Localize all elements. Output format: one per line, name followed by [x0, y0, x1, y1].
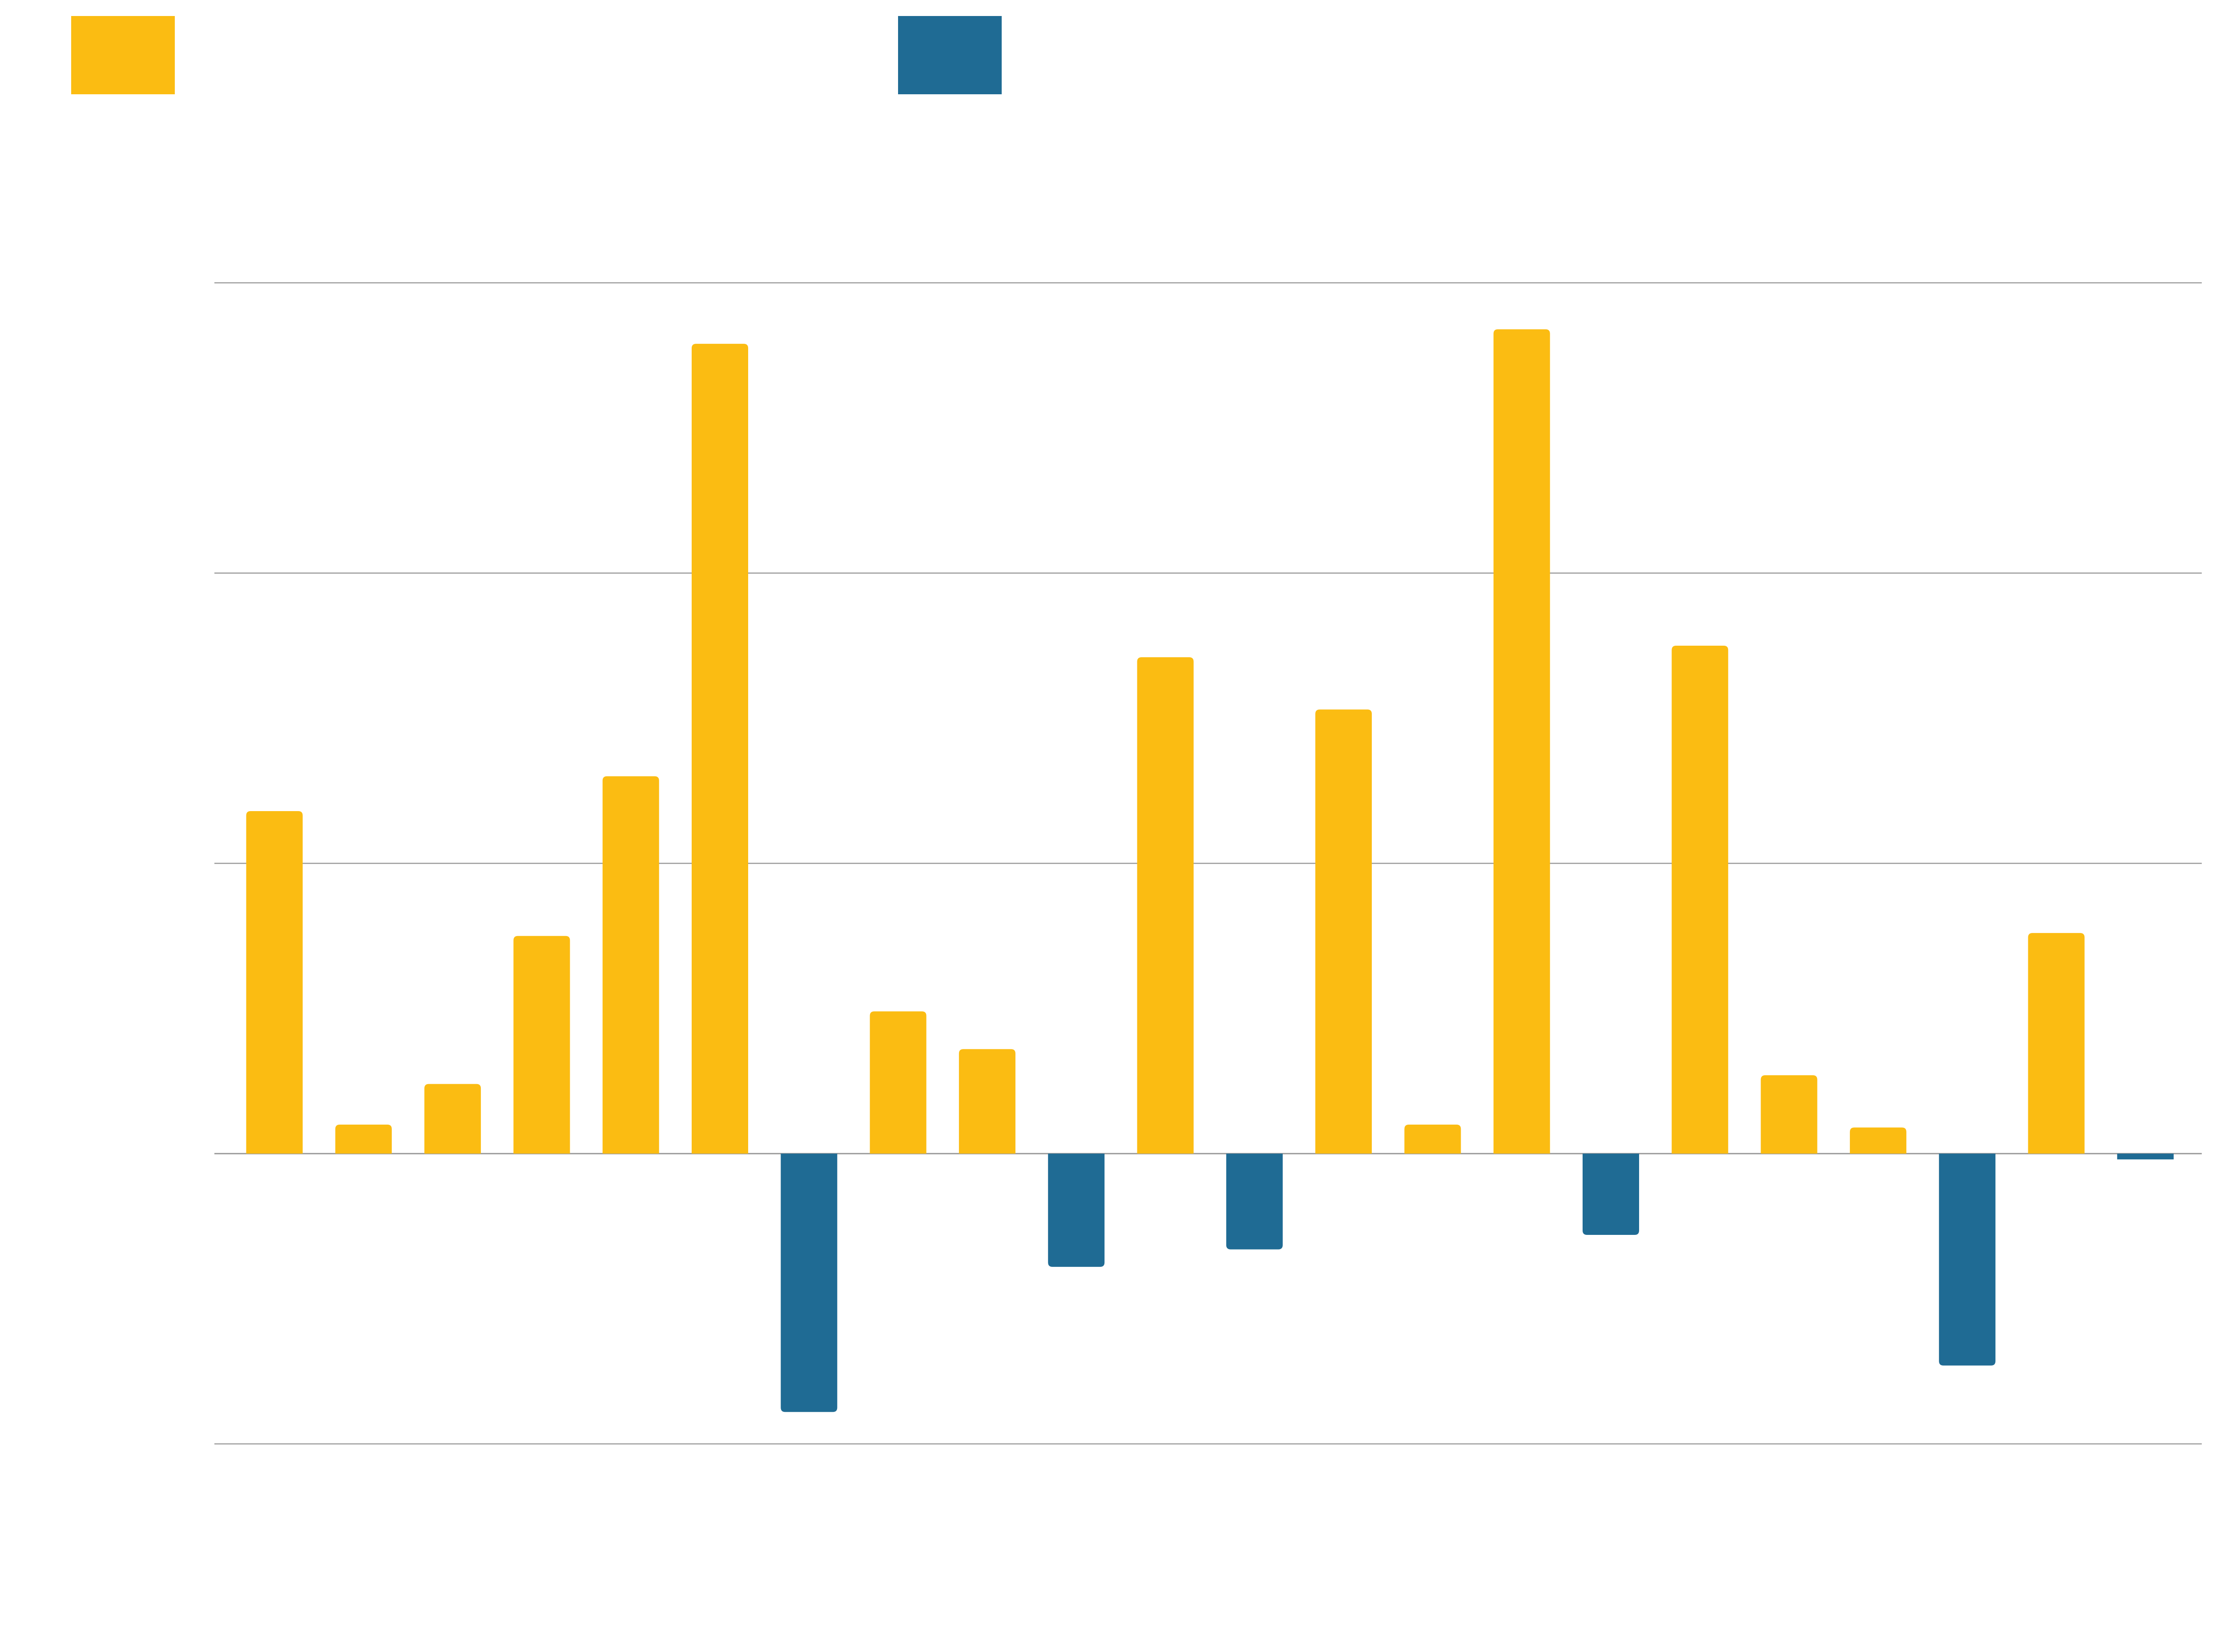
bar-2-7: [781, 1154, 838, 1412]
bar-1-8: [870, 1011, 927, 1154]
bar-1-21: [2028, 933, 2085, 1154]
bar-1-9: [959, 1049, 1015, 1154]
bar-1-19: [1849, 1127, 1906, 1154]
bar-1-17: [1672, 645, 1728, 1154]
legend-swatch-series-1: [71, 16, 175, 94]
legend-swatch-series-2: [898, 16, 1002, 94]
bar-1-15: [1493, 329, 1550, 1154]
bar-2-12: [1226, 1154, 1283, 1250]
bar-1-1: [246, 811, 303, 1154]
bar-1-6: [692, 344, 748, 1154]
bar-1-3: [424, 1084, 481, 1154]
bar-1-5: [602, 776, 659, 1154]
bars: [246, 329, 2174, 1412]
bar-1-14: [1404, 1124, 1461, 1154]
gridlines: [214, 282, 2202, 1445]
bar-2-20: [1939, 1154, 1996, 1366]
bar-1-18: [1761, 1075, 1817, 1154]
bar-1-4: [513, 936, 570, 1154]
bar-1-13: [1315, 709, 1372, 1154]
bar-2-10: [1048, 1154, 1105, 1267]
bar-2-22: [2117, 1154, 2174, 1160]
bar-2-16: [1583, 1154, 1639, 1235]
bar-1-11: [1137, 657, 1194, 1154]
bar-1-2: [335, 1124, 392, 1154]
